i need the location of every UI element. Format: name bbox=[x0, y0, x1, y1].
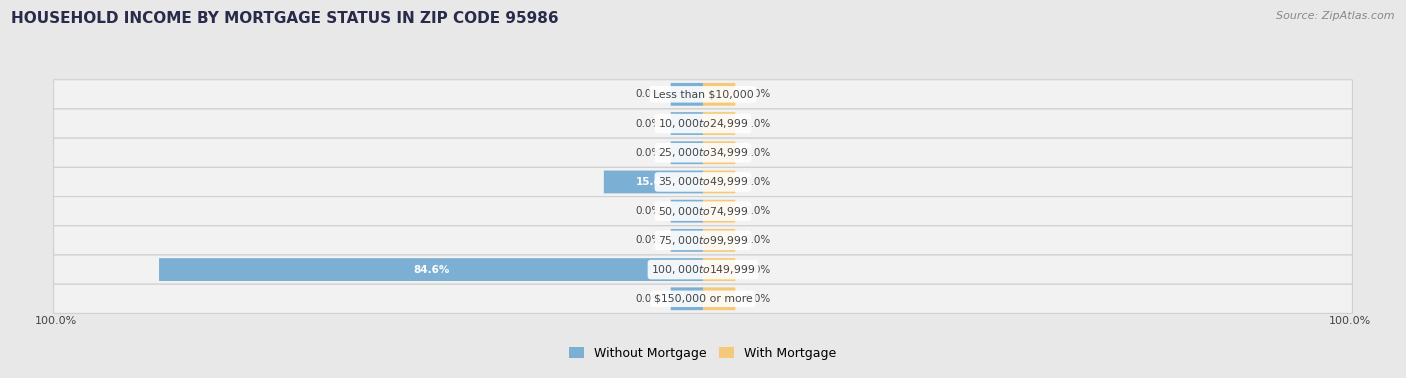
Text: $150,000 or more: $150,000 or more bbox=[654, 294, 752, 304]
FancyBboxPatch shape bbox=[603, 170, 703, 194]
FancyBboxPatch shape bbox=[703, 287, 735, 310]
Text: $35,000 to $49,999: $35,000 to $49,999 bbox=[658, 175, 748, 189]
Text: 0.0%: 0.0% bbox=[636, 148, 661, 158]
FancyBboxPatch shape bbox=[53, 109, 1353, 138]
Legend: Without Mortgage, With Mortgage: Without Mortgage, With Mortgage bbox=[564, 342, 842, 365]
Text: 0.0%: 0.0% bbox=[636, 294, 661, 304]
FancyBboxPatch shape bbox=[53, 226, 1353, 255]
Text: 100.0%: 100.0% bbox=[35, 316, 77, 326]
FancyBboxPatch shape bbox=[53, 80, 1353, 109]
FancyBboxPatch shape bbox=[53, 284, 1353, 313]
Text: 0.0%: 0.0% bbox=[636, 206, 661, 216]
Text: $10,000 to $24,999: $10,000 to $24,999 bbox=[658, 117, 748, 130]
Text: 0.0%: 0.0% bbox=[745, 177, 770, 187]
FancyBboxPatch shape bbox=[703, 229, 735, 252]
FancyBboxPatch shape bbox=[671, 287, 703, 310]
Text: 0.0%: 0.0% bbox=[745, 265, 770, 274]
FancyBboxPatch shape bbox=[53, 197, 1353, 226]
Text: $75,000 to $99,999: $75,000 to $99,999 bbox=[658, 234, 748, 247]
Text: 0.0%: 0.0% bbox=[745, 206, 770, 216]
FancyBboxPatch shape bbox=[703, 258, 735, 281]
FancyBboxPatch shape bbox=[671, 112, 703, 135]
FancyBboxPatch shape bbox=[53, 167, 1353, 197]
Text: 0.0%: 0.0% bbox=[636, 89, 661, 99]
Text: 0.0%: 0.0% bbox=[636, 119, 661, 129]
Text: 0.0%: 0.0% bbox=[745, 89, 770, 99]
FancyBboxPatch shape bbox=[703, 200, 735, 223]
Text: 0.0%: 0.0% bbox=[745, 148, 770, 158]
Text: HOUSEHOLD INCOME BY MORTGAGE STATUS IN ZIP CODE 95986: HOUSEHOLD INCOME BY MORTGAGE STATUS IN Z… bbox=[11, 11, 558, 26]
Text: 0.0%: 0.0% bbox=[745, 235, 770, 245]
FancyBboxPatch shape bbox=[703, 141, 735, 164]
Text: $25,000 to $34,999: $25,000 to $34,999 bbox=[658, 146, 748, 159]
Text: $100,000 to $149,999: $100,000 to $149,999 bbox=[651, 263, 755, 276]
FancyBboxPatch shape bbox=[159, 258, 703, 281]
Text: 15.4%: 15.4% bbox=[636, 177, 672, 187]
FancyBboxPatch shape bbox=[703, 170, 735, 194]
Text: $50,000 to $74,999: $50,000 to $74,999 bbox=[658, 204, 748, 218]
FancyBboxPatch shape bbox=[53, 255, 1353, 284]
FancyBboxPatch shape bbox=[671, 83, 703, 106]
Text: 100.0%: 100.0% bbox=[1329, 316, 1371, 326]
FancyBboxPatch shape bbox=[703, 112, 735, 135]
FancyBboxPatch shape bbox=[671, 229, 703, 252]
FancyBboxPatch shape bbox=[671, 141, 703, 164]
Text: 0.0%: 0.0% bbox=[745, 294, 770, 304]
Text: Source: ZipAtlas.com: Source: ZipAtlas.com bbox=[1277, 11, 1395, 21]
Text: 0.0%: 0.0% bbox=[745, 119, 770, 129]
Text: 84.6%: 84.6% bbox=[413, 265, 450, 274]
Text: Less than $10,000: Less than $10,000 bbox=[652, 89, 754, 99]
FancyBboxPatch shape bbox=[53, 138, 1353, 167]
FancyBboxPatch shape bbox=[703, 83, 735, 106]
Text: 0.0%: 0.0% bbox=[636, 235, 661, 245]
FancyBboxPatch shape bbox=[671, 200, 703, 223]
